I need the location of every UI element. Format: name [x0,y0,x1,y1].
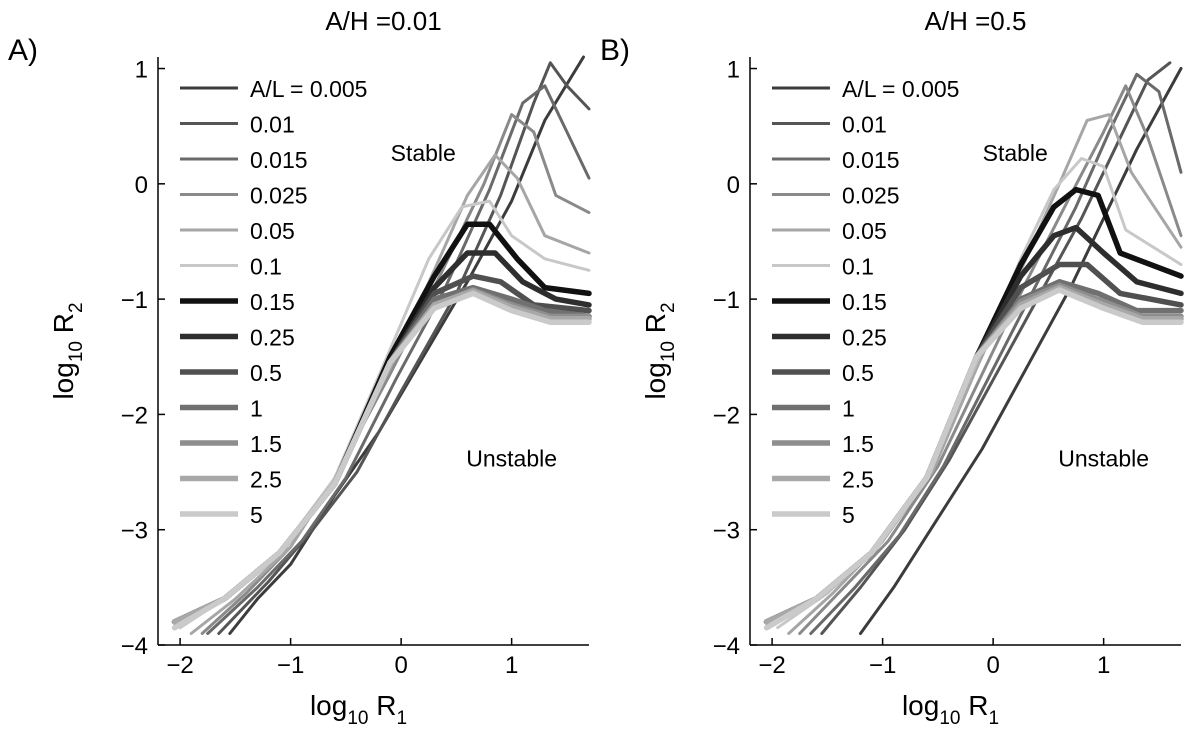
chart-title: A/H =0.01 [325,6,441,36]
y-tick-label: 0 [727,172,740,199]
series-group [171,55,592,635]
legend-label: 0.25 [842,325,887,351]
legend: A/L = 0.005 0.01 0.015 0.025 0.05 0.1 0.15 0.25… [772,76,959,528]
legend-label: 5 [250,502,263,528]
x-tick-label: −2 [166,652,193,679]
y-tick-label: 1 [727,57,740,84]
series-line-1 [820,61,1172,635]
panel-label: A) [8,34,38,67]
legend-label: 1.5 [250,431,282,457]
y-axis-label: log10 R2 [640,302,679,399]
x-tick-label: −2 [758,652,785,679]
legend-label: 1 [250,396,263,422]
legend-label: 0.1 [842,254,874,280]
x-tick-label: 1 [1097,652,1110,679]
series-line-5 [178,199,591,630]
x-tick-label: 0 [986,652,999,679]
x-tick-label: 1 [505,652,518,679]
legend-label: 0.15 [842,289,887,315]
y-tick-label: −3 [713,518,740,545]
legend-label: 0.01 [842,112,887,138]
region-label: Stable [391,140,456,166]
region-label: Unstable [466,445,557,471]
series-line-12 [763,287,1184,631]
x-tick-label: 0 [394,652,407,679]
legend-label: 0.015 [250,147,308,173]
legend-label: 5 [842,502,855,528]
legend-label: 0.015 [842,147,900,173]
y-tick-label: −4 [121,633,148,660]
legend-label: 0.25 [250,325,295,351]
legend-label: 1.5 [842,431,874,457]
x-tick-label: −1 [277,652,304,679]
legend-label: 0.1 [250,254,282,280]
y-tick-label: 0 [135,172,148,199]
legend-label: 2.5 [250,467,282,493]
series-line-0 [859,67,1183,635]
legend-label: 1 [842,396,855,422]
legend-label: A/L = 0.005 [842,76,959,102]
panel-a: A/H =0.01 A) −4 −3 −2 −1 0 1 −2 −1 0 1 log10 R1 log10… [8,6,592,729]
y-tick-label: −2 [121,402,148,429]
legend-label: 0.5 [842,360,874,386]
panel-label: B) [600,34,630,67]
chart-title: A/H =0.5 [925,6,1027,36]
x-tick-label: −1 [869,652,896,679]
y-axis-label: log10 R2 [48,302,87,399]
x-axis-label: log10 R1 [902,690,999,729]
legend-label: 0.025 [842,183,900,209]
region-label: Unstable [1058,445,1149,471]
series-group [763,61,1184,635]
legend-label: 0.5 [250,360,282,386]
legend: A/L = 0.005 0.01 0.015 0.025 0.05 0.1 0.15 0.25… [180,76,367,528]
series-line-12 [171,290,592,631]
y-tick-label: −1 [713,287,740,314]
legend-label: A/L = 0.005 [250,76,367,102]
legend-label: 0.05 [842,218,887,244]
y-tick-label: 1 [135,57,148,84]
legend-label: 0.05 [250,218,295,244]
legend-label: 2.5 [842,467,874,493]
panel-b: A/H =0.5 B) −4 −3 −2 −1 0 1 −2 −1 0 1 log10 R1 log10 … [600,6,1184,729]
region-label: Stable [983,140,1048,166]
legend-label: 0.15 [250,289,295,315]
y-tick-label: −4 [713,633,740,660]
y-tick-label: −3 [121,518,148,545]
legend-label: 0.01 [250,112,295,138]
series-line-4 [189,153,591,635]
x-axis-label: log10 R1 [310,690,407,729]
y-tick-label: −1 [121,287,148,314]
y-tick-label: −2 [713,402,740,429]
legend-label: 0.025 [250,183,308,209]
series-line-7 [763,224,1184,625]
